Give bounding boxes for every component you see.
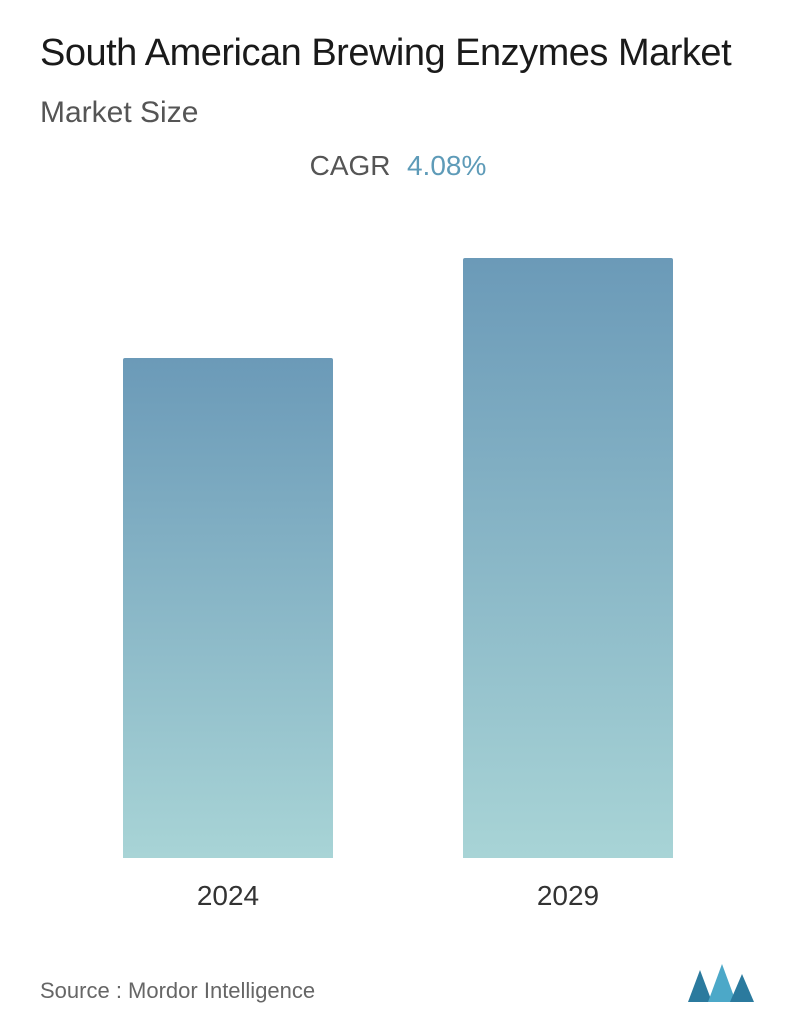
source-text: Source : Mordor Intelligence	[40, 978, 315, 1004]
cagr-row: CAGR 4.08%	[40, 150, 756, 182]
cagr-label: CAGR	[310, 150, 391, 181]
bar-1	[463, 258, 673, 858]
bar-label-1: 2029	[537, 880, 599, 912]
chart-title: South American Brewing Enzymes Market	[40, 30, 756, 78]
cagr-value: 4.08%	[407, 150, 486, 181]
chart-subtitle: Market Size	[40, 96, 756, 130]
chart-area: 2024 2029	[40, 222, 756, 933]
bar-group-0: 2024	[123, 358, 333, 912]
mordor-logo-icon	[686, 962, 756, 1004]
bar-group-1: 2029	[463, 258, 673, 912]
footer: Source : Mordor Intelligence	[40, 932, 756, 1004]
bar-label-0: 2024	[197, 880, 259, 912]
bar-0	[123, 358, 333, 858]
